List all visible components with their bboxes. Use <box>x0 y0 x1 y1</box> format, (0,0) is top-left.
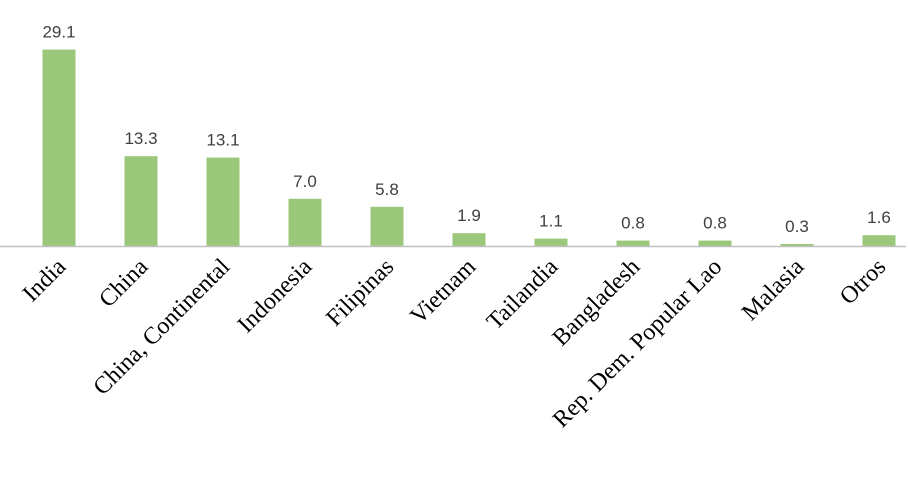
bar-malasia <box>780 244 814 246</box>
tick-label-vietnam: Vietnam <box>405 254 481 330</box>
tick-label-china: China <box>94 254 153 313</box>
tick-label-otros: Otros <box>835 254 891 310</box>
data-label-vietnam: 1.9 <box>457 206 481 225</box>
data-label-malasia: 0.3 <box>785 217 809 236</box>
data-label-china: 13.3 <box>124 129 157 148</box>
tick-label-china-continental: China, Continental <box>89 254 236 401</box>
bar-rep-dem-popular-lao <box>698 240 732 246</box>
bar-tailandia <box>534 238 568 246</box>
data-label-china-continental: 13.1 <box>206 131 239 150</box>
tick-label-indonesia: Indonesia <box>233 254 318 339</box>
data-labels-group: 29.1 13.3 13.1 7.0 5.8 1.9 1.1 0.8 0.8 0.3 1.6 <box>42 23 890 236</box>
bar-china-continental <box>206 157 240 246</box>
data-label-bangladesh: 0.8 <box>621 214 645 233</box>
bar-india <box>42 49 76 246</box>
bar-vietnam <box>452 233 486 246</box>
tick-label-india: India <box>18 254 71 307</box>
data-label-indonesia: 7.0 <box>293 172 317 191</box>
bar-filipinas <box>370 206 404 246</box>
tick-label-filipinas: Filipinas <box>321 254 399 332</box>
data-label-tailandia: 1.1 <box>539 212 563 231</box>
tick-label-rep-dem-popular-lao: Rep. Dem. Popular Lao <box>548 254 727 433</box>
data-label-india: 29.1 <box>42 23 75 42</box>
bar-china <box>124 156 158 246</box>
data-label-filipinas: 5.8 <box>375 180 399 199</box>
bars-group <box>42 49 896 247</box>
bar-indonesia <box>288 198 322 247</box>
data-label-otros: 1.6 <box>867 208 891 227</box>
bar-otros <box>862 235 896 246</box>
bar-bangladesh <box>616 240 650 246</box>
tick-label-tailandia: Tailandia <box>482 254 564 336</box>
tick-label-malasia: Malasia <box>737 254 809 326</box>
data-label-rep-dem-popular-lao: 0.8 <box>703 214 727 233</box>
